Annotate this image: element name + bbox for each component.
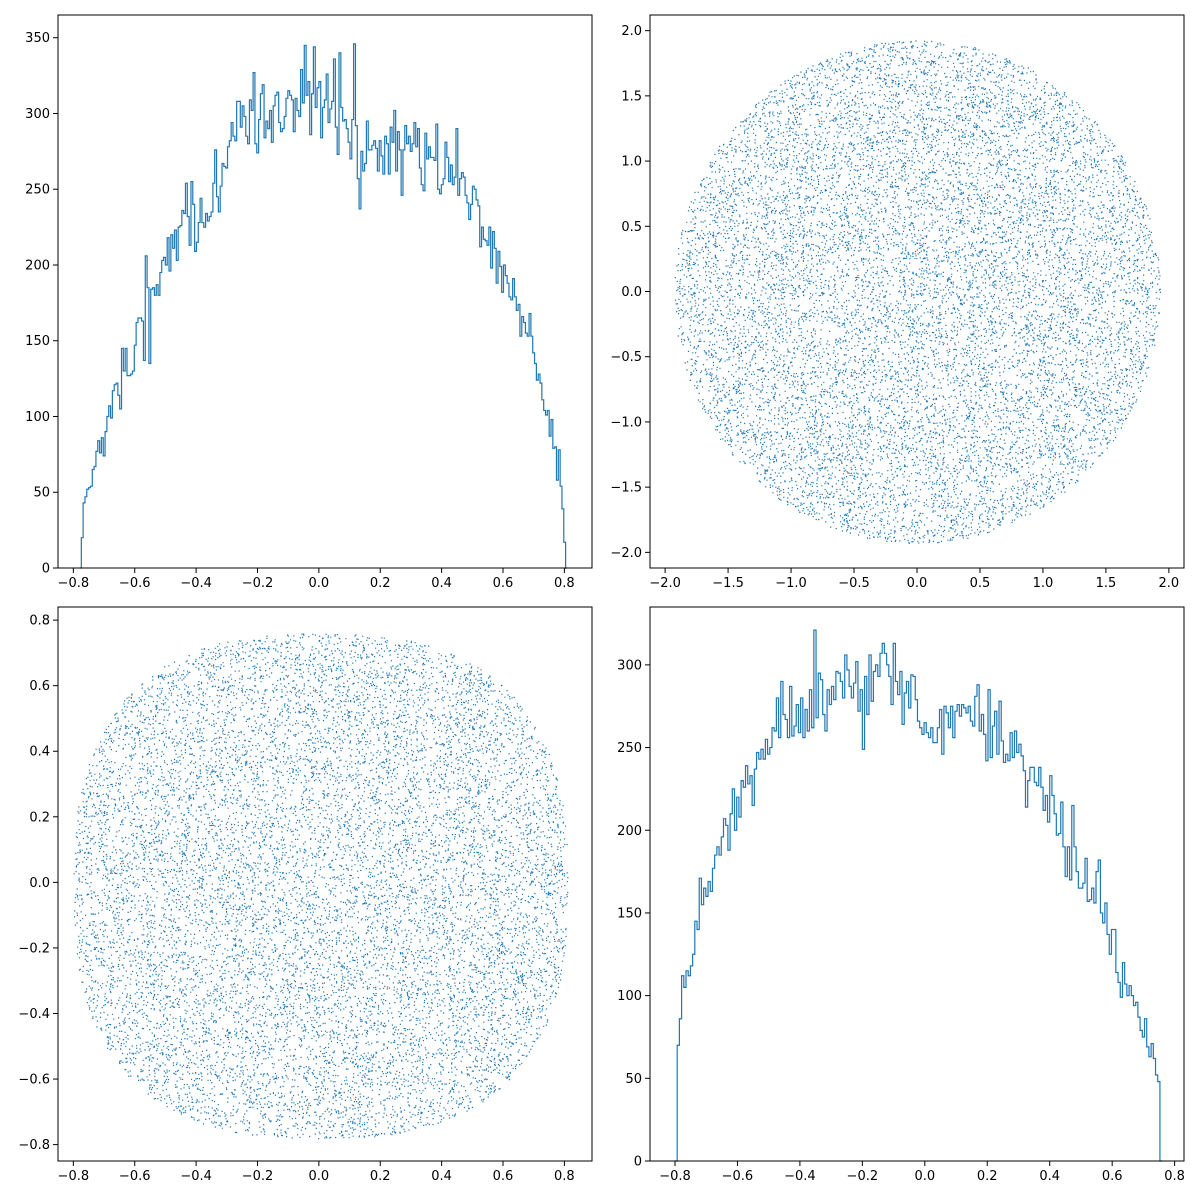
- ticks-bottom-right: −0.8 −0.6 −0.4 −0.2 0.0 0.2 0.4 0.6 0.8 0 50 100 150…: [617, 658, 1185, 1184]
- x-tick-label: 0.8: [554, 1169, 575, 1184]
- y-tick-label: 50: [33, 486, 50, 501]
- x-tick-label: −0.4: [180, 1169, 212, 1184]
- x-tick-label: −2.0: [649, 576, 681, 591]
- x-tick-label: 0.6: [493, 1169, 514, 1184]
- x-tick-label: −0.2: [242, 576, 274, 591]
- y-tick-label: −0.2: [18, 941, 50, 956]
- histogram-top-left-data: [79, 43, 568, 569]
- y-tick-label: 250: [617, 741, 642, 756]
- x-tick-label: −0.8: [58, 576, 90, 591]
- y-tick-label: −1.5: [610, 481, 642, 496]
- axes-frame-bottom-left: [57, 606, 593, 1162]
- y-tick-label: −0.8: [18, 1138, 50, 1153]
- y-tick-label: 0.0: [621, 285, 642, 300]
- x-tick-label: 0.6: [493, 576, 514, 591]
- subplot-bottom-left: −0.8 −0.6 −0.4 −0.2 0.0 0.2 0.4 0.6 0.8 −0.8 −0.6 −…: [18, 606, 593, 1184]
- y-tick-label: −0.6: [18, 1073, 50, 1088]
- x-tick-label: 0.2: [977, 1169, 998, 1184]
- y-tick-label: 200: [25, 258, 50, 273]
- y-tick-label: −0.4: [18, 1007, 50, 1022]
- x-tick-label: −0.2: [242, 1169, 274, 1184]
- x-tick-label: 0.4: [431, 1169, 452, 1184]
- x-tick-label: −0.6: [119, 1169, 151, 1184]
- y-tick-label: 50: [625, 1072, 642, 1087]
- x-tick-label: −0.4: [180, 576, 212, 591]
- y-tick-label: 0.8: [29, 614, 50, 629]
- x-tick-label: −0.8: [58, 1169, 90, 1184]
- x-tick-label: 0.0: [907, 576, 928, 591]
- y-tick-label: 1.5: [621, 89, 642, 104]
- x-tick-label: 0.2: [370, 1169, 391, 1184]
- x-tick-label: −0.5: [838, 576, 870, 591]
- axes-frame-top-left: [57, 14, 593, 569]
- histogram-bottom-right-data: [674, 629, 1163, 1162]
- x-tick-label: 0.6: [1102, 1169, 1123, 1184]
- x-tick-label: 0.0: [309, 576, 330, 591]
- y-tick-label: 0: [42, 562, 50, 577]
- subplot-bottom-right: −0.8 −0.6 −0.4 −0.2 0.0 0.2 0.4 0.6 0.8 0 50 100 150…: [617, 606, 1185, 1184]
- y-tick-label: 0: [634, 1155, 642, 1170]
- x-tick-label: 1.5: [1096, 576, 1117, 591]
- y-tick-label: 0.6: [29, 679, 50, 694]
- histogram-step-line: [79, 43, 568, 569]
- ticks-top-left: −0.8 −0.6 −0.4 −0.2 0.0 0.2 0.4 0.6 0.8 0 50 100 150…: [25, 31, 575, 591]
- y-tick-label: 100: [25, 410, 50, 425]
- axes-frame-bottom-right: [649, 606, 1185, 1162]
- subplot-top-left: −0.8 −0.6 −0.4 −0.2 0.0 0.2 0.4 0.6 0.8 0 50 100 150…: [25, 14, 593, 591]
- y-tick-label: 150: [25, 334, 50, 349]
- ticks-top-right: −2.0 −1.5 −1.0 −0.5 0.0 0.5 1.0 1.5 2.0 −2.0 −1.5 −…: [610, 24, 1179, 591]
- x-tick-label: 1.0: [1033, 576, 1054, 591]
- x-tick-label: −0.4: [784, 1169, 816, 1184]
- x-tick-label: 0.4: [1039, 1169, 1060, 1184]
- y-tick-label: 0.5: [621, 220, 642, 235]
- x-tick-label: −0.6: [722, 1169, 754, 1184]
- y-tick-label: 0.2: [29, 810, 50, 825]
- x-tick-label: 0.8: [1164, 1169, 1185, 1184]
- x-tick-label: 0.8: [554, 576, 575, 591]
- y-tick-label: −0.5: [610, 350, 642, 365]
- y-tick-label: 200: [617, 824, 642, 839]
- y-tick-label: 300: [617, 658, 642, 673]
- x-tick-label: 0.2: [370, 576, 391, 591]
- histogram-step-line: [674, 629, 1163, 1162]
- x-tick-label: 0.0: [914, 1169, 935, 1184]
- y-tick-label: 100: [617, 989, 642, 1004]
- y-tick-label: −2.0: [610, 546, 642, 561]
- y-tick-label: 0.0: [29, 876, 50, 891]
- y-tick-label: 0.4: [29, 745, 50, 760]
- y-tick-label: 250: [25, 183, 50, 198]
- y-tick-label: 300: [25, 107, 50, 122]
- y-tick-label: 350: [25, 31, 50, 46]
- x-tick-label: −0.8: [659, 1169, 691, 1184]
- y-tick-label: 150: [617, 906, 642, 921]
- y-tick-label: −1.0: [610, 415, 642, 430]
- x-tick-label: 2.0: [1159, 576, 1180, 591]
- x-tick-label: 0.4: [431, 576, 452, 591]
- y-tick-label: 2.0: [621, 24, 642, 39]
- x-tick-label: −1.5: [712, 576, 744, 591]
- x-tick-label: −1.0: [775, 576, 807, 591]
- x-tick-label: 0.5: [970, 576, 991, 591]
- y-tick-label: 1.0: [621, 155, 642, 170]
- x-tick-label: −0.2: [847, 1169, 879, 1184]
- subplot-top-right: −2.0 −1.5 −1.0 −0.5 0.0 0.5 1.0 1.5 2.0 −2.0 −1.5 −…: [610, 14, 1185, 591]
- x-tick-label: −0.6: [119, 576, 151, 591]
- x-tick-label: 0.0: [309, 1169, 330, 1184]
- ticks-bottom-left: −0.8 −0.6 −0.4 −0.2 0.0 0.2 0.4 0.6 0.8 −0.8 −0.6 −…: [18, 614, 574, 1184]
